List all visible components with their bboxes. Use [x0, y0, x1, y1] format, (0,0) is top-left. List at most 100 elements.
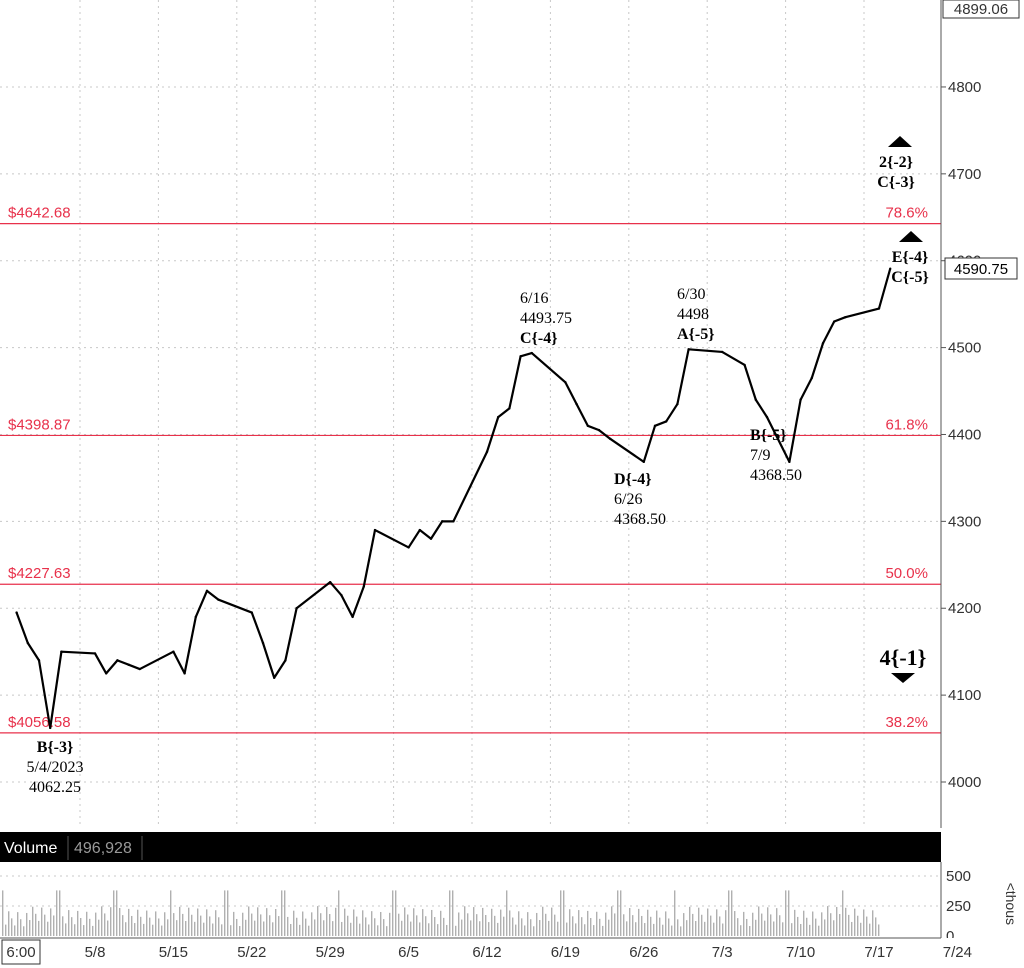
volume-bar [635, 922, 637, 936]
x-tick-label: 7/24 [943, 944, 972, 961]
volume-bar [746, 918, 748, 936]
volume-bar [719, 916, 721, 936]
price-point [889, 267, 892, 270]
volume-bar [380, 912, 382, 936]
volume-bar [410, 921, 412, 936]
price-point [26, 641, 29, 645]
top-price-box [942, 0, 1020, 19]
volume-bar [551, 907, 553, 936]
volume-bar [2, 890, 4, 936]
volume-bar [530, 919, 532, 936]
price-point [183, 672, 186, 675]
volume-bar [491, 908, 493, 936]
volume-bar [395, 890, 397, 936]
x-tick-label: 6/12 [472, 944, 501, 961]
volume-bar [794, 909, 796, 936]
volume-bar [494, 915, 496, 936]
volume-bar [386, 926, 388, 936]
wave-label: 6/30 [677, 286, 705, 303]
volume-bar [716, 909, 718, 936]
volume-bar [644, 923, 646, 936]
volume-bar [842, 890, 844, 936]
volume-bar [185, 921, 187, 936]
volume-bar [62, 916, 64, 936]
volume-bar [383, 919, 385, 936]
volume-bar [449, 890, 451, 936]
price-point [37, 659, 41, 662]
volume-bar [584, 924, 586, 936]
volume-bar [710, 915, 712, 936]
volume-bar [74, 924, 76, 936]
volume-bar [593, 925, 595, 936]
volume-bar [14, 925, 16, 936]
volume-bar [374, 918, 376, 936]
price-point [373, 528, 377, 532]
price-line [15, 268, 892, 730]
fib-price-label: $4056.58 [8, 714, 71, 731]
volume-bar [251, 913, 253, 936]
volume-bar [461, 919, 463, 936]
volume-bar [110, 907, 112, 936]
volume-bar [539, 920, 541, 936]
volume-bar [350, 922, 352, 936]
price-point [441, 520, 444, 523]
volume-bar [611, 906, 613, 936]
price-point [273, 676, 276, 679]
volume-bar [761, 913, 763, 936]
volume-bar [266, 908, 268, 936]
volume-bar [107, 920, 109, 936]
price-point [687, 348, 690, 351]
volume-bar [194, 921, 196, 936]
price-point [127, 663, 130, 666]
price-point [205, 589, 209, 593]
volume-bar [872, 910, 874, 936]
volume-bar [548, 920, 550, 936]
volume-bar [707, 908, 709, 936]
volume-bar [305, 918, 307, 936]
volume-axis: 0 250 500 [0, 868, 971, 945]
volume-bar [332, 921, 334, 936]
volume-bar [830, 913, 832, 936]
volume-bar [578, 910, 580, 936]
volume-bar [101, 906, 103, 936]
price-point [530, 351, 533, 355]
volume-bar [728, 890, 730, 936]
volume-bar [146, 910, 148, 936]
volume-bar [500, 909, 502, 936]
volume-bar [857, 915, 859, 936]
volume-bar [389, 912, 391, 936]
volume-bar [554, 914, 556, 936]
volume-bar [632, 915, 634, 936]
volume-bar [209, 916, 211, 936]
volume-bar [257, 907, 259, 936]
price-point [821, 342, 825, 345]
volume-bar [320, 913, 322, 936]
price-point [665, 420, 668, 423]
volume-bar [737, 918, 739, 936]
volume-bar [371, 911, 373, 936]
volume-bar [479, 921, 481, 936]
volume-bar [59, 890, 61, 936]
volume-bar [326, 906, 328, 936]
price-series [15, 267, 892, 730]
volume-bar [779, 915, 781, 936]
price-point [788, 460, 791, 464]
volume-bar [563, 890, 565, 936]
volume-bars [2, 890, 880, 936]
volume-bar [32, 906, 34, 936]
volume-bar [77, 910, 79, 936]
volume-bar [164, 912, 166, 936]
volume-bar [323, 920, 325, 936]
volume-bar [521, 918, 523, 936]
volume-bar [722, 923, 724, 936]
volume-bar [527, 912, 529, 936]
volume-bar [785, 890, 787, 936]
volume-bar [158, 918, 160, 936]
volume-bar [542, 906, 544, 936]
volume-bar [278, 916, 280, 936]
volume-bar [443, 917, 445, 936]
volume-bar [545, 913, 547, 936]
price-point [754, 398, 757, 401]
volume-bar [47, 921, 49, 936]
volume-bar [788, 890, 790, 936]
